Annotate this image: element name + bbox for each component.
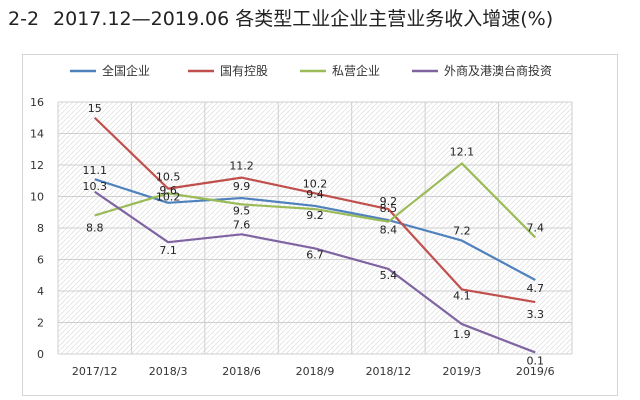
y-tick-label: 12 xyxy=(30,159,44,172)
figure-title-text: 2017.12—2019.06 各类型工业企业主营业务收入增速(%) xyxy=(53,8,554,30)
data-label: 3.3 xyxy=(527,308,545,321)
data-label: 11.1 xyxy=(82,164,107,177)
legend-item: 全国企业 xyxy=(70,63,150,78)
legend-item: 外商及港澳台商投资 xyxy=(412,63,552,78)
data-label: 12.1 xyxy=(450,145,475,158)
legend-label: 外商及港澳台商投资 xyxy=(444,63,552,78)
x-tick-label: 2018/9 xyxy=(296,365,335,378)
y-tick-label: 16 xyxy=(30,96,44,109)
figure-title: 2-2 2017.12—2019.06 各类型工业企业主营业务收入增速(%) xyxy=(8,4,553,31)
data-label: 6.7 xyxy=(306,248,324,261)
data-label: 8.5 xyxy=(380,202,398,215)
data-label: 7.4 xyxy=(527,221,545,234)
legend-item: 私营企业 xyxy=(300,63,380,78)
data-label: 9.2 xyxy=(380,195,398,208)
x-tick-label: 2019/3 xyxy=(443,365,482,378)
data-label: 9.6 xyxy=(159,184,177,197)
data-label: 0.1 xyxy=(527,354,545,367)
data-label: 4.7 xyxy=(527,282,545,295)
y-tick-label: 14 xyxy=(30,128,44,141)
data-label: 4.1 xyxy=(453,289,471,302)
legend-item: 国有控股 xyxy=(188,64,268,78)
series-line xyxy=(94,178,536,281)
data-label: 1.9 xyxy=(453,328,471,341)
legend-label: 全国企业 xyxy=(102,63,150,78)
data-label: 10.3 xyxy=(82,180,107,193)
series-line xyxy=(94,190,536,354)
y-tick-label: 6 xyxy=(37,254,44,267)
y-tick-label: 8 xyxy=(37,222,44,235)
data-label: 8.8 xyxy=(86,221,104,234)
x-tick-label: 2019/6 xyxy=(516,365,555,378)
data-label: 9.2 xyxy=(306,209,324,222)
figure-number: 2-2 xyxy=(8,8,40,30)
data-label: 9.9 xyxy=(233,180,251,193)
data-label: 5.4 xyxy=(380,269,398,282)
x-tick-label: 2017/12 xyxy=(72,365,118,378)
y-tick-label: 4 xyxy=(37,285,44,298)
series-line xyxy=(93,116,536,304)
x-tick-label: 2018/12 xyxy=(366,365,412,378)
data-label: 10.2 xyxy=(156,190,181,203)
data-label: 9.4 xyxy=(306,188,324,201)
x-tick-label: 2018/3 xyxy=(149,365,188,378)
legend-label: 私营企业 xyxy=(332,63,380,78)
data-label: 10.5 xyxy=(156,171,181,184)
data-label: 7.6 xyxy=(233,218,251,231)
data-label: 9.5 xyxy=(233,204,251,217)
y-tick-label: 2 xyxy=(37,317,44,330)
data-label: 11.2 xyxy=(229,160,254,173)
data-label: 7.1 xyxy=(159,244,177,257)
data-label: 10.2 xyxy=(303,177,328,190)
legend-label: 国有控股 xyxy=(220,64,268,78)
data-label: 8.4 xyxy=(380,224,398,237)
y-tick-label: 0 xyxy=(37,348,44,361)
y-tick-label: 10 xyxy=(30,191,44,204)
x-tick-label: 2018/6 xyxy=(222,365,261,378)
data-label: 7.2 xyxy=(453,225,471,238)
series-line xyxy=(94,162,537,239)
data-label: 15 xyxy=(88,102,102,115)
